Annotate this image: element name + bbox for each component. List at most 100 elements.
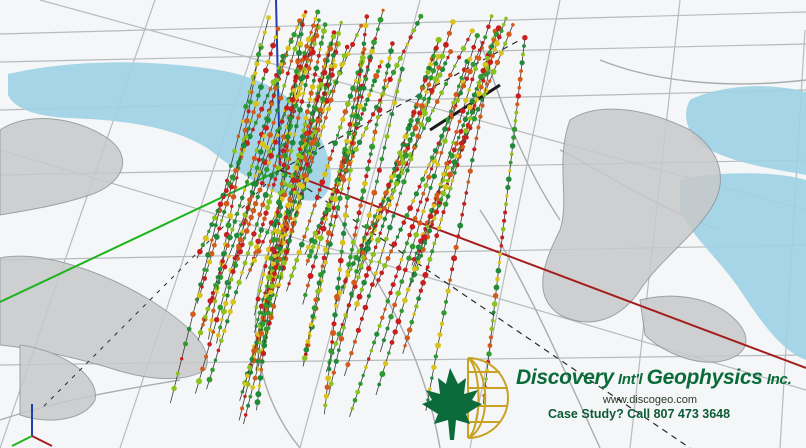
drill-sample-dot [491, 310, 496, 315]
company-logo [422, 357, 509, 440]
drill-sample-dot [260, 180, 265, 186]
drill-sample-dot [271, 236, 277, 243]
drill-sample-dot [343, 278, 348, 284]
drill-sample-dot [434, 233, 440, 239]
drill-sample-dot [225, 222, 232, 229]
drill-sample-dot [405, 126, 411, 132]
maple-leaf-icon [422, 368, 482, 440]
drill-sample-dot [247, 171, 252, 177]
drill-sample-dot [442, 138, 448, 144]
drill-sample-dot [432, 216, 437, 221]
drill-sample-dot [251, 155, 257, 161]
drill-sample-dot [332, 224, 336, 228]
drill-sample-dot [372, 129, 378, 135]
drill-sample-dot [429, 87, 435, 94]
drill-sample-dot [268, 289, 274, 295]
drill-sample-dot [328, 97, 334, 103]
drill-sample-dot [273, 177, 278, 182]
drill-sample-dot [495, 276, 500, 282]
drill-sample-dot [483, 35, 488, 40]
company-website[interactable]: www.discogeo.com [602, 394, 698, 406]
drill-sample-dot [274, 73, 279, 78]
drill-sample-dot [399, 308, 404, 314]
drill-sample-dot [489, 44, 495, 49]
drill-sample-dot [294, 124, 299, 129]
drill-sample-dot [328, 222, 333, 227]
drill-sample-dot [263, 264, 268, 269]
drill-sample-dot [332, 312, 338, 318]
drill-sample-dot [291, 88, 297, 93]
drill-sample-dot [306, 66, 312, 71]
drill-sample-dot [285, 209, 290, 214]
drill-sample-dot [245, 205, 251, 211]
drill-sample-dot [254, 61, 260, 67]
drill-sample-dot [325, 74, 331, 80]
drill-sample-dot [234, 232, 240, 239]
drill-sample-dot [399, 279, 405, 284]
drill-sample-dot [445, 178, 450, 183]
drill-sample-dot [323, 403, 328, 408]
drill-sample-dot [337, 181, 341, 185]
drill-sample-dot [402, 133, 409, 140]
drill-sample-dot [258, 227, 264, 233]
drill-sample-dot [235, 254, 239, 258]
drill-sample-dot [271, 182, 276, 187]
drill-sample-dot [222, 209, 227, 215]
drill-sample-dot [361, 106, 367, 112]
drill-sample-dot [306, 167, 313, 174]
drill-sample-dot [420, 86, 425, 91]
drill-sample-dot [522, 35, 528, 41]
drill-sample-dot [347, 93, 354, 99]
drill-sample-dot [490, 318, 495, 323]
drill-sample-dot [352, 339, 357, 344]
drill-sample-dot [266, 15, 271, 20]
drill-sample-dot [416, 296, 421, 301]
drill-sample-dot [361, 255, 366, 261]
drill-sample-dot [227, 193, 231, 198]
drill-sample-dot [362, 180, 368, 187]
drill-sample-dot [462, 201, 467, 206]
drill-sample-dot [305, 74, 310, 80]
drill-sample-dot [336, 348, 341, 352]
drill-sample-dot [408, 139, 413, 144]
drill-sample-dot [318, 40, 324, 46]
drill-sample-dot [259, 367, 264, 372]
drill-sample-dot [296, 86, 300, 90]
drill-sample-dot [382, 263, 388, 269]
drill-sample-dot [339, 174, 345, 180]
drill-sample-dot [302, 50, 307, 56]
drill-sample-dot [511, 126, 518, 132]
drill-sample-dot [346, 186, 351, 190]
drill-sample-dot [265, 319, 269, 323]
drill-sample-dot [480, 103, 485, 108]
drill-sample-dot [295, 60, 300, 65]
drill-sample-dot [323, 210, 328, 215]
drill-sample-dot [424, 197, 430, 202]
drill-sample-dot [394, 62, 400, 69]
drill-sample-dot [311, 23, 316, 28]
drill-sample-dot [465, 111, 470, 116]
drill-sample-dot [256, 317, 260, 322]
drill-sample-dot [466, 122, 470, 127]
drill-sample-dot [399, 167, 403, 172]
drill-sample-dot [305, 339, 311, 344]
drill-sample-dot [313, 297, 319, 303]
drill-sample-dot [283, 215, 289, 220]
drill-sample-dot [267, 132, 273, 138]
drill-sample-dot [491, 301, 498, 307]
drill-sample-dot [347, 177, 352, 182]
drill-sample-dot [346, 261, 352, 268]
drill-sample-dot [431, 364, 437, 370]
drill-sample-dot [405, 287, 411, 293]
drill-sample-dot [317, 107, 323, 113]
drill-sample-dot [454, 97, 460, 103]
drill-sample-dot [418, 245, 423, 250]
drill-sample-dot [449, 109, 453, 113]
drill-sample-dot [282, 113, 287, 117]
drill-sample-dot [221, 195, 226, 200]
drill-sample-dot [427, 228, 433, 233]
drill-sample-dot [246, 126, 251, 131]
drill-sample-dot [461, 83, 467, 89]
drill-sample-dot [225, 293, 230, 298]
